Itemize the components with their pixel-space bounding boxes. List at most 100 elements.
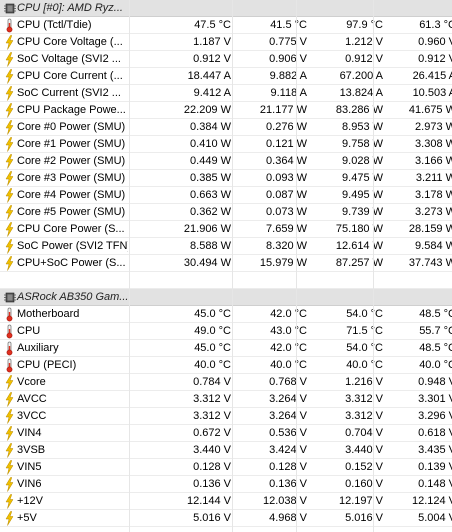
current-value: 9.412 A [193, 86, 231, 99]
sensor-row[interactable]: VIN5 0.128 V 0.128 V 0.152 V 0.139 V [0, 459, 452, 476]
current-value: 22.209 W [183, 103, 231, 116]
bolt-icon [3, 68, 16, 84]
minimum-value: 41.5 °C [270, 18, 307, 31]
sensor-label: 3VCC [17, 409, 47, 422]
current-value: 1.187 V [193, 35, 231, 48]
sensor-row[interactable]: SoC Power (SVI2 TFN) 8.588 W 8.320 W 12.614… [0, 238, 452, 255]
sensor-label: CPU Core Current (... [17, 69, 123, 82]
chip-icon [3, 0, 16, 16]
group-header[interactable]: ASRock AB350 Gam... [0, 289, 452, 306]
sensor-row[interactable]: CPU (Tctl/Tdie) 47.5 °C 41.5 °C 97.9 °C 61.3… [0, 17, 452, 34]
average-value: 37.743 W [408, 256, 452, 269]
maximum-value: 1.216 V [345, 375, 383, 388]
maximum-value: 0.152 V [345, 460, 383, 473]
sensor-row[interactable]: Core #4 Power (SMU) 0.663 W 0.087 W 9.495 W… [0, 187, 452, 204]
sensor-label: Core #3 Power (SMU) [17, 171, 126, 184]
sensor-row[interactable]: CPU Core Voltage (... 1.187 V 0.775 V 1.212… [0, 34, 452, 51]
sensor-row[interactable]: CPU (PECI) 40.0 °C 40.0 °C 40.0 °C 40.0 °C [0, 357, 452, 374]
minimum-value: 15.979 W [259, 256, 307, 269]
maximum-value: 3.440 V [345, 443, 383, 456]
maximum-value: 9.758 W [342, 137, 383, 150]
thermometer-icon [3, 340, 16, 356]
maximum-value: 8.953 W [342, 120, 383, 133]
column-divider [296, 0, 297, 532]
minimum-value: 0.364 W [266, 154, 307, 167]
bolt-icon [3, 442, 16, 458]
minimum-value: 0.536 V [269, 426, 307, 439]
maximum-value: 9.475 W [342, 171, 383, 184]
sensor-row[interactable]: Core #3 Power (SMU) 0.385 W 0.093 W 9.475 W… [0, 170, 452, 187]
sensor-row[interactable]: VIN6 0.136 V 0.136 V 0.160 V 0.148 V [0, 476, 452, 493]
sensor-row[interactable]: CPU 49.0 °C 43.0 °C 71.5 °C 55.7 °C [0, 323, 452, 340]
minimum-value: 3.264 V [269, 409, 307, 422]
maximum-value: 71.5 °C [346, 324, 383, 337]
sensor-row[interactable]: Core #5 Power (SMU) 0.362 W 0.073 W 9.739 W… [0, 204, 452, 221]
sensor-row[interactable]: AVCC 3.312 V 3.264 V 3.312 V 3.301 V [0, 391, 452, 408]
sensor-label: SoC Current (SVI2 ... [17, 86, 121, 99]
sensor-label: Core #2 Power (SMU) [17, 154, 126, 167]
current-value: 0.385 W [190, 171, 231, 184]
minimum-value: 0.093 W [266, 171, 307, 184]
sensor-row[interactable]: 3VSB 3.440 V 3.424 V 3.440 V 3.435 V [0, 442, 452, 459]
bolt-icon [3, 34, 16, 50]
sensor-label: VIN6 [17, 477, 42, 490]
maximum-value: 12.197 V [338, 494, 383, 507]
sensor-row[interactable]: CPU Core Current (... 18.447 A 9.882 A 67.2… [0, 68, 452, 85]
sensor-row[interactable]: +5V 5.016 V 4.968 V 5.016 V 5.004 V [0, 510, 452, 527]
maximum-value: 5.016 V [345, 511, 383, 524]
bolt-icon [3, 425, 16, 441]
thermometer-icon [3, 306, 16, 322]
average-value: 0.912 V [418, 52, 452, 65]
average-value: 3.166 W [415, 154, 452, 167]
group-title: CPU [#0]: AMD Ryz... [17, 1, 123, 14]
minimum-value: 0.087 W [266, 188, 307, 201]
current-value: 0.384 W [190, 120, 231, 133]
sensor-row[interactable]: SoC Voltage (SVI2 ... 0.912 V 0.906 V 0.912… [0, 51, 452, 68]
sensor-row[interactable]: +12V 12.144 V 12.038 V 12.197 V 12.124 V [0, 493, 452, 510]
sensor-label: CPU+SoC Power (S... [17, 256, 126, 269]
maximum-value: 12.614 W [335, 239, 383, 252]
sensor-label: Auxiliary [17, 341, 59, 354]
bolt-icon [3, 136, 16, 152]
sensor-row[interactable]: VIN4 0.672 V 0.536 V 0.704 V 0.618 V [0, 425, 452, 442]
sensor-label: SoC Power (SVI2 TFN) [17, 239, 128, 252]
sensor-row[interactable]: CPU+SoC Power (S... 30.494 W 15.979 W 87.25… [0, 255, 452, 272]
average-value: 40.0 °C [419, 358, 452, 371]
current-value: 0.912 V [193, 52, 231, 65]
sensor-row[interactable]: Auxiliary 45.0 °C 42.0 °C 54.0 °C 48.5 °C [0, 340, 452, 357]
minimum-value: 0.906 V [269, 52, 307, 65]
maximum-value: 13.824 A [339, 86, 383, 99]
maximum-value: 0.912 V [345, 52, 383, 65]
average-value: 3.211 W [415, 171, 452, 184]
maximum-value: 75.180 W [335, 222, 383, 235]
current-value: 0.410 W [190, 137, 231, 150]
current-value: 21.906 W [183, 222, 231, 235]
sensor-row[interactable]: Motherboard 45.0 °C 42.0 °C 54.0 °C 48.5 °C [0, 306, 452, 323]
sensor-row[interactable]: Core #1 Power (SMU) 0.410 W 0.121 W 9.758 W… [0, 136, 452, 153]
sensor-row[interactable]: SoC Current (SVI2 ... 9.412 A 9.118 A 13.82… [0, 85, 452, 102]
group-title: ASRock AB350 Gam... [17, 290, 129, 303]
sensor-row[interactable]: Vcore 0.784 V 0.768 V 1.216 V 0.948 V [0, 374, 452, 391]
column-divider [232, 0, 233, 532]
current-value: 18.447 A [187, 69, 231, 82]
sensor-row[interactable]: Core #2 Power (SMU) 0.449 W 0.364 W 9.028 W… [0, 153, 452, 170]
spacer-row [0, 272, 452, 289]
average-value: 61.3 °C [419, 18, 452, 31]
column-divider [129, 0, 130, 532]
average-value: 9.584 W [415, 239, 452, 252]
sensor-label: +12V [17, 494, 43, 507]
minimum-value: 0.136 V [269, 477, 307, 490]
minimum-value: 0.121 W [266, 137, 307, 150]
sensor-row[interactable]: Core #0 Power (SMU) 0.384 W 0.276 W 8.953 W… [0, 119, 452, 136]
maximum-value: 3.312 V [345, 409, 383, 422]
maximum-value: 3.312 V [345, 392, 383, 405]
bolt-icon [3, 170, 16, 186]
average-value: 3.296 V [418, 409, 452, 422]
sensor-row[interactable]: 3VCC 3.312 V 3.264 V 3.312 V 3.296 V [0, 408, 452, 425]
sensor-row[interactable]: CPU Core Power (S... 21.906 W 7.659 W 75.18… [0, 221, 452, 238]
group-header[interactable]: CPU [#0]: AMD Ryz... [0, 0, 452, 17]
minimum-value: 0.073 W [266, 205, 307, 218]
minimum-value: 0.276 W [266, 120, 307, 133]
sensor-label: CPU Package Powe... [17, 103, 126, 116]
sensor-row[interactable]: CPU Package Powe... 22.209 W 21.177 W 83.28… [0, 102, 452, 119]
